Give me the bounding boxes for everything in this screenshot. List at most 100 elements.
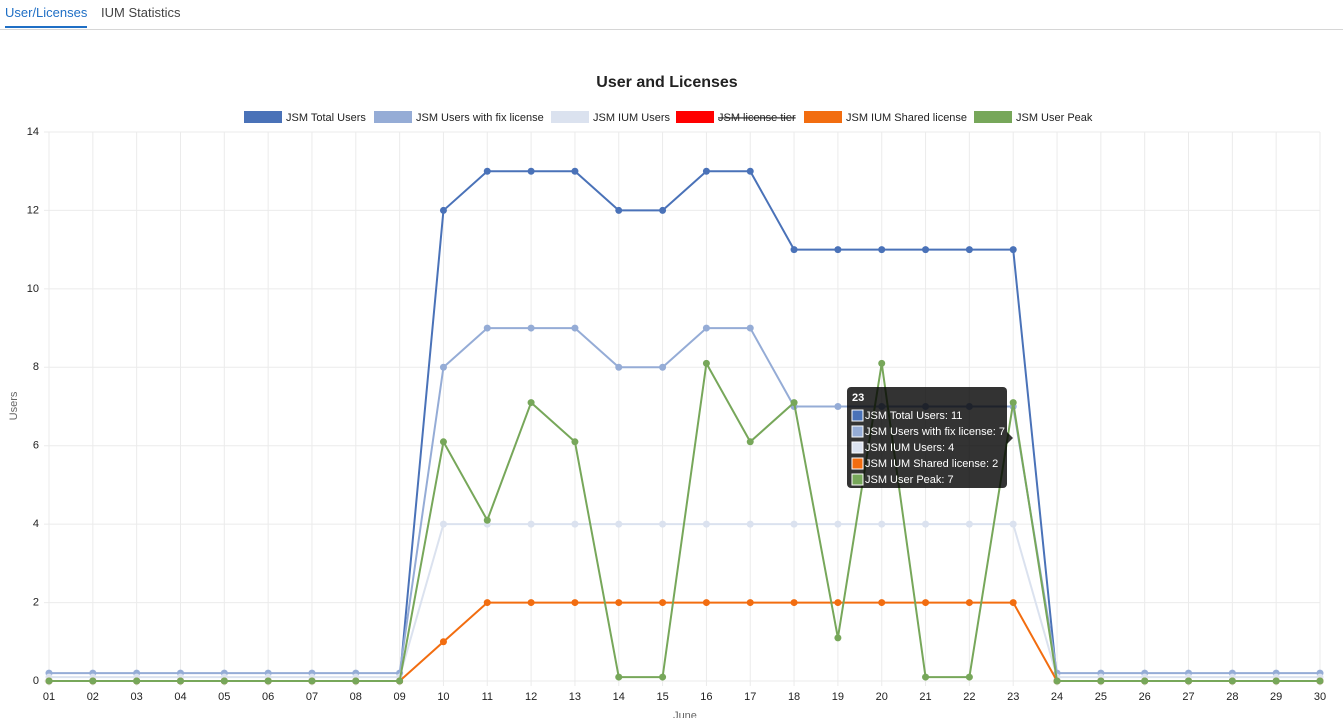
legend-item: JSM User Peak <box>974 111 1093 124</box>
legend-swatch <box>244 111 282 123</box>
data-point <box>1141 677 1149 685</box>
data-point <box>878 520 886 528</box>
data-point <box>702 324 710 332</box>
legend-label: JSM User Peak <box>1016 112 1093 124</box>
data-point <box>527 520 535 528</box>
data-point <box>615 520 623 528</box>
x-tick-label: 09 <box>393 691 405 703</box>
data-point <box>922 599 930 607</box>
data-point <box>1228 677 1236 685</box>
data-point <box>527 167 535 175</box>
data-point <box>790 246 798 254</box>
x-tick-label: 21 <box>919 691 931 703</box>
data-point <box>45 677 53 685</box>
series-line <box>49 360 1320 682</box>
data-point <box>878 359 886 367</box>
x-tick-label: 29 <box>1270 691 1282 703</box>
y-tick-label: 0 <box>33 675 39 687</box>
data-point <box>527 599 535 607</box>
tooltip-title: 23 <box>852 392 864 404</box>
data-point <box>878 246 886 254</box>
data-point <box>965 673 973 681</box>
tooltip-swatch <box>851 457 864 470</box>
tab[interactable]: IUM Statistics <box>101 5 181 20</box>
tooltip-line: JSM Total Users: 11 <box>865 410 962 422</box>
data-point <box>483 599 491 607</box>
data-point <box>1185 677 1193 685</box>
legend-swatch <box>676 111 714 123</box>
data-point <box>922 673 930 681</box>
tooltip-line: JSM Users with fix license: 7 <box>865 426 1005 438</box>
data-point <box>352 677 360 685</box>
x-tick-label: 03 <box>131 691 143 703</box>
y-tick-label: 8 <box>33 361 39 373</box>
data-point <box>1009 599 1017 607</box>
tab[interactable]: User/Licenses <box>5 5 88 28</box>
data-point <box>1097 677 1105 685</box>
data-point <box>1009 246 1017 254</box>
x-tick-label: 28 <box>1226 691 1238 703</box>
data-point <box>702 599 710 607</box>
data-point <box>439 438 447 446</box>
legend-item: JSM Users with fix license <box>374 111 544 124</box>
x-tick-label: 15 <box>656 691 668 703</box>
series-line <box>49 523 1320 679</box>
x-tick-label: 08 <box>350 691 362 703</box>
data-point <box>702 359 710 367</box>
data-point <box>834 634 842 642</box>
y-tick-label: 6 <box>33 440 39 452</box>
y-tick-label: 2 <box>33 596 39 608</box>
y-tick-label: 10 <box>27 283 39 295</box>
x-tick-label: 16 <box>700 691 712 703</box>
data-point <box>659 599 667 607</box>
data-point <box>571 520 579 528</box>
x-tick-label: 24 <box>1051 691 1063 703</box>
data-point <box>659 520 667 528</box>
tooltip-swatch <box>851 425 864 438</box>
data-point <box>746 438 754 446</box>
x-tick-label: 06 <box>262 691 274 703</box>
y-tick-label: 4 <box>33 518 39 530</box>
x-tick-label: 14 <box>613 691 625 703</box>
data-point <box>308 677 316 685</box>
x-tick-label: 19 <box>832 691 844 703</box>
y-tick-label: 12 <box>27 204 39 216</box>
x-tick-label: 18 <box>788 691 800 703</box>
data-point <box>571 167 579 175</box>
data-point <box>396 677 404 685</box>
data-point <box>659 673 667 681</box>
data-point <box>615 599 623 607</box>
tooltip-box <box>847 387 1007 488</box>
data-point <box>702 167 710 175</box>
data-point <box>965 599 973 607</box>
x-tick-label: 30 <box>1314 691 1326 703</box>
tooltip-line: JSM IUM Users: 4 <box>865 442 954 454</box>
tooltip-line: JSM IUM Shared license: 2 <box>865 458 998 470</box>
x-tick-label: 20 <box>876 691 888 703</box>
data-point <box>922 520 930 528</box>
data-point <box>965 246 973 254</box>
legend-swatch <box>974 111 1012 123</box>
data-point <box>527 399 535 407</box>
data-point <box>1316 677 1324 685</box>
x-tick-label: 04 <box>174 691 186 703</box>
legend-item: JSM IUM Shared license <box>804 111 967 124</box>
data-point <box>790 399 798 407</box>
data-point <box>176 677 184 685</box>
data-point <box>1272 677 1280 685</box>
data-point <box>790 599 798 607</box>
x-tick-label: 12 <box>525 691 537 703</box>
tooltip-line: JSM User Peak: 7 <box>865 474 954 486</box>
legend-label: JSM IUM Shared license <box>846 112 967 124</box>
data-point <box>483 324 491 332</box>
x-tick-label: 11 <box>482 691 493 703</box>
data-point <box>439 520 447 528</box>
data-point <box>615 206 623 214</box>
x-tick-label: 27 <box>1182 691 1194 703</box>
legend-swatch <box>804 111 842 123</box>
data-point <box>133 677 141 685</box>
legend-swatch <box>374 111 412 123</box>
